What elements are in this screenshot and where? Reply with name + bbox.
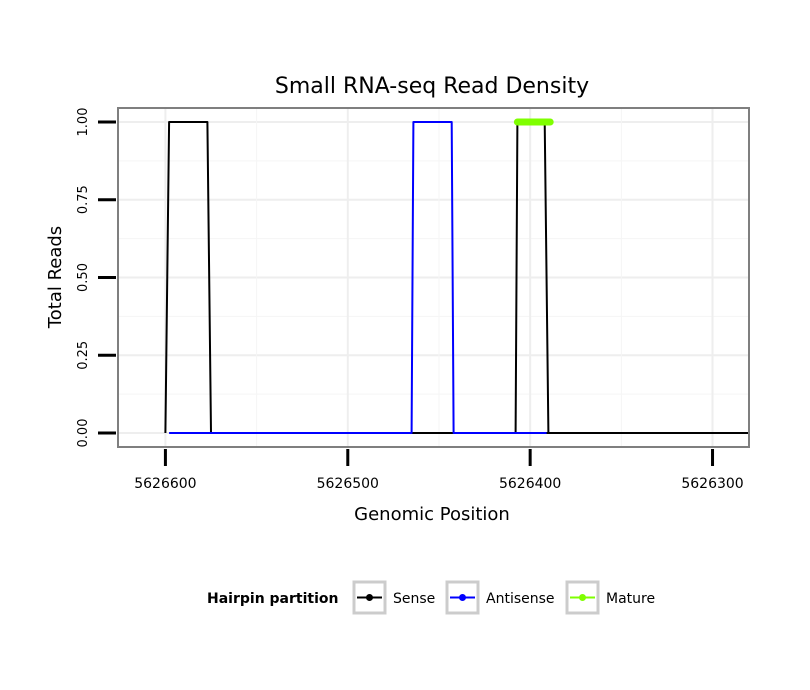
x-tick-label: 5626600 — [134, 476, 196, 492]
legend: Hairpin partition Sense Antisense Mature — [207, 580, 655, 615]
x-tick-label: 5626500 — [317, 476, 379, 492]
plot-panel — [117, 107, 750, 448]
y-axis: 0.00 0.25 0.50 0.75 1.00 — [76, 108, 116, 448]
panel-border — [117, 107, 750, 448]
x-axis-label: Genomic Position — [354, 504, 510, 525]
series-antisense-line — [169, 121, 547, 434]
legend-item-antisense: Antisense — [445, 580, 555, 615]
y-axis-label: Total Reads — [45, 226, 66, 329]
chart-title: Small RNA-seq Read Density — [275, 74, 589, 99]
legend-items: Sense Antisense Mature — [352, 580, 655, 615]
legend-dot-antisense — [459, 594, 466, 601]
y-tick-label: 0.25 — [76, 341, 91, 370]
y-tick-label: 0.75 — [76, 185, 91, 214]
legend-dot-sense — [366, 594, 373, 601]
legend-label-sense: Sense — [393, 591, 435, 607]
x-tick-label: 5626400 — [499, 476, 561, 492]
legend-title: Hairpin partition — [207, 591, 338, 607]
x-axis: 5626600 5626500 5626400 5626300 — [134, 449, 744, 492]
legend-item-mature: Mature — [565, 580, 655, 615]
y-tick-label: 1.00 — [76, 108, 91, 137]
x-tick-label: 5626300 — [681, 476, 743, 492]
legend-label-antisense: Antisense — [486, 591, 555, 607]
legend-label-mature: Mature — [606, 591, 655, 607]
series-lines — [164, 118, 749, 434]
y-tick-label: 0.50 — [76, 263, 91, 292]
y-tick-label: 0.00 — [76, 419, 91, 448]
legend-dot-mature — [579, 594, 586, 601]
legend-item-sense: Sense — [352, 580, 435, 615]
